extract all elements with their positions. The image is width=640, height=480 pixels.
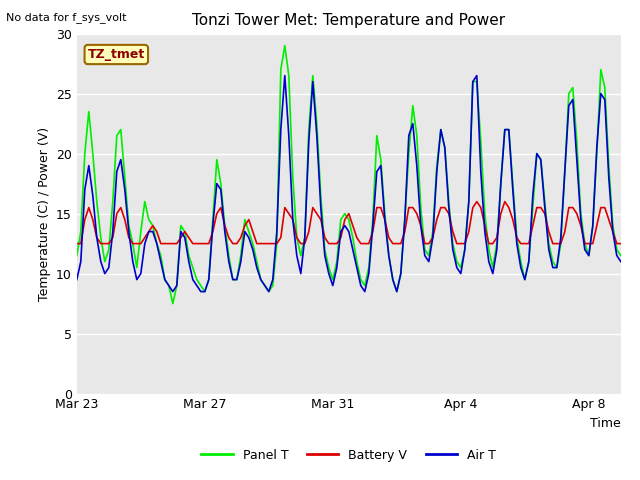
X-axis label: Time: Time [590, 417, 621, 430]
Battery V [473, 199, 481, 204]
Air T [281, 72, 289, 78]
Battery V [273, 240, 281, 247]
Air T [321, 252, 329, 258]
Panel T [417, 204, 425, 210]
Line: Panel T: Panel T [77, 46, 621, 303]
Panel T [321, 247, 329, 252]
Text: No data for f_sys_volt: No data for f_sys_volt [6, 12, 127, 23]
Battery V [497, 211, 505, 216]
Air T [265, 288, 273, 294]
Panel T [169, 300, 177, 306]
Legend: Panel T, Battery V, Air T: Panel T, Battery V, Air T [196, 444, 501, 467]
Title: Tonzi Tower Met: Temperature and Power: Tonzi Tower Met: Temperature and Power [192, 13, 506, 28]
Air T [169, 288, 177, 294]
Air T [73, 276, 81, 282]
Air T [149, 228, 157, 234]
Panel T [149, 223, 157, 228]
Battery V [617, 240, 625, 247]
Air T [617, 259, 625, 264]
Battery V [73, 240, 81, 247]
Panel T [73, 252, 81, 258]
Battery V [409, 204, 417, 210]
Battery V [261, 240, 269, 247]
Line: Battery V: Battery V [77, 202, 621, 243]
Air T [501, 127, 509, 132]
Y-axis label: Temperature (C) / Power (V): Temperature (C) / Power (V) [38, 127, 51, 300]
Panel T [281, 43, 289, 48]
Battery V [149, 223, 157, 228]
Text: TZ_tmet: TZ_tmet [88, 48, 145, 61]
Panel T [501, 127, 509, 132]
Panel T [277, 67, 285, 72]
Air T [277, 127, 285, 132]
Panel T [617, 252, 625, 258]
Air T [417, 223, 425, 228]
Battery V [313, 211, 321, 216]
Panel T [265, 288, 273, 294]
Line: Air T: Air T [77, 75, 621, 291]
